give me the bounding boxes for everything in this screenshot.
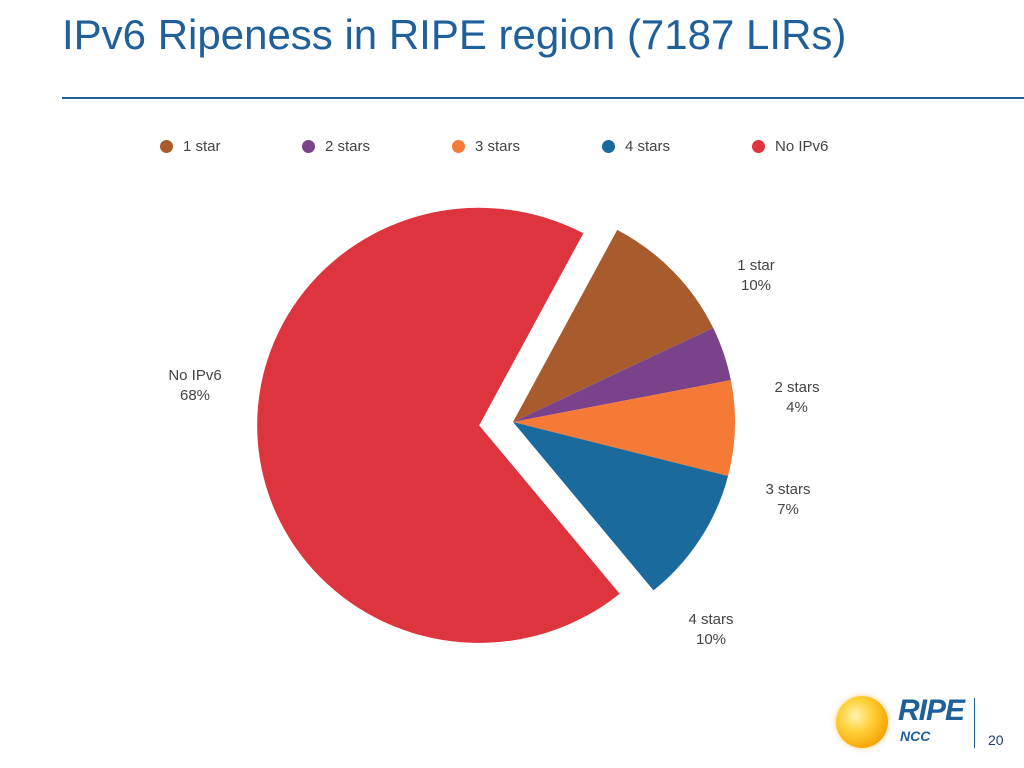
legend-swatch-4-stars	[602, 139, 615, 153]
legend-item-4-stars: 4 stars	[602, 138, 752, 155]
slice-label-no-ipv6-value: 68%	[179, 387, 211, 404]
legend-label-4-stars: 4 stars	[625, 137, 671, 155]
chart-legend: 1 star 2 stars 3 stars 4 stars No IPv6	[160, 134, 880, 158]
ripe-ncc-logo: RIPE NCC	[836, 690, 986, 754]
slice-label-1-star-value: 10%	[740, 277, 772, 294]
slice-label-3-stars-name: 3 stars	[765, 481, 811, 498]
sun-icon	[836, 696, 888, 748]
legend-swatch-3-stars	[452, 139, 465, 153]
pie-slice-2-stars	[513, 327, 731, 422]
pie-slice-3-stars	[513, 380, 735, 476]
slice-label-1-star-name: 1 star	[737, 257, 775, 274]
slice-label-4-stars-name: 4 stars	[688, 611, 734, 628]
slice-label-3-stars: 3 stars 7%	[743, 480, 833, 520]
legend-label-1-star: 1 star	[183, 137, 221, 155]
pie-slice-no-ipv6	[257, 207, 620, 643]
pie-slice-4-stars	[513, 422, 729, 591]
legend-swatch-no-ipv6	[752, 139, 765, 153]
legend-swatch-1-star	[160, 139, 173, 153]
logo-divider	[974, 698, 975, 748]
slice-label-4-stars: 4 stars 10%	[666, 610, 756, 650]
legend-label-2-stars: 2 stars	[325, 137, 371, 155]
slice-label-4-stars-value: 10%	[695, 631, 727, 648]
legend-label-3-stars: 3 stars	[475, 137, 521, 155]
legend-label-no-ipv6: No IPv6	[775, 137, 829, 155]
legend-item-2-stars: 2 stars	[302, 138, 452, 155]
slice-label-1-star: 1 star 10%	[711, 256, 801, 296]
pie-slice-1-star	[513, 229, 714, 422]
slide-title: IPv6 Ripeness in RIPE region (7187 LIRs)	[62, 11, 847, 58]
slice-label-3-stars-value: 7%	[777, 501, 799, 518]
logo-subtitle: NCC	[900, 728, 931, 744]
slice-label-no-ipv6: No IPv6 68%	[150, 366, 240, 406]
slice-label-2-stars-value: 4%	[786, 399, 808, 416]
legend-swatch-2-stars	[302, 139, 315, 153]
slice-label-2-stars: 2 stars 4%	[752, 378, 842, 418]
legend-item-no-ipv6: No IPv6	[752, 138, 828, 155]
title-divider	[62, 97, 1024, 99]
legend-item-1-star: 1 star	[160, 138, 302, 155]
slice-label-2-stars-name: 2 stars	[774, 379, 820, 396]
logo-wordmark: RIPE	[898, 694, 965, 727]
legend-item-3-stars: 3 stars	[452, 138, 602, 155]
slice-label-no-ipv6-name: No IPv6	[168, 367, 222, 384]
page-number: 20	[988, 732, 1004, 748]
